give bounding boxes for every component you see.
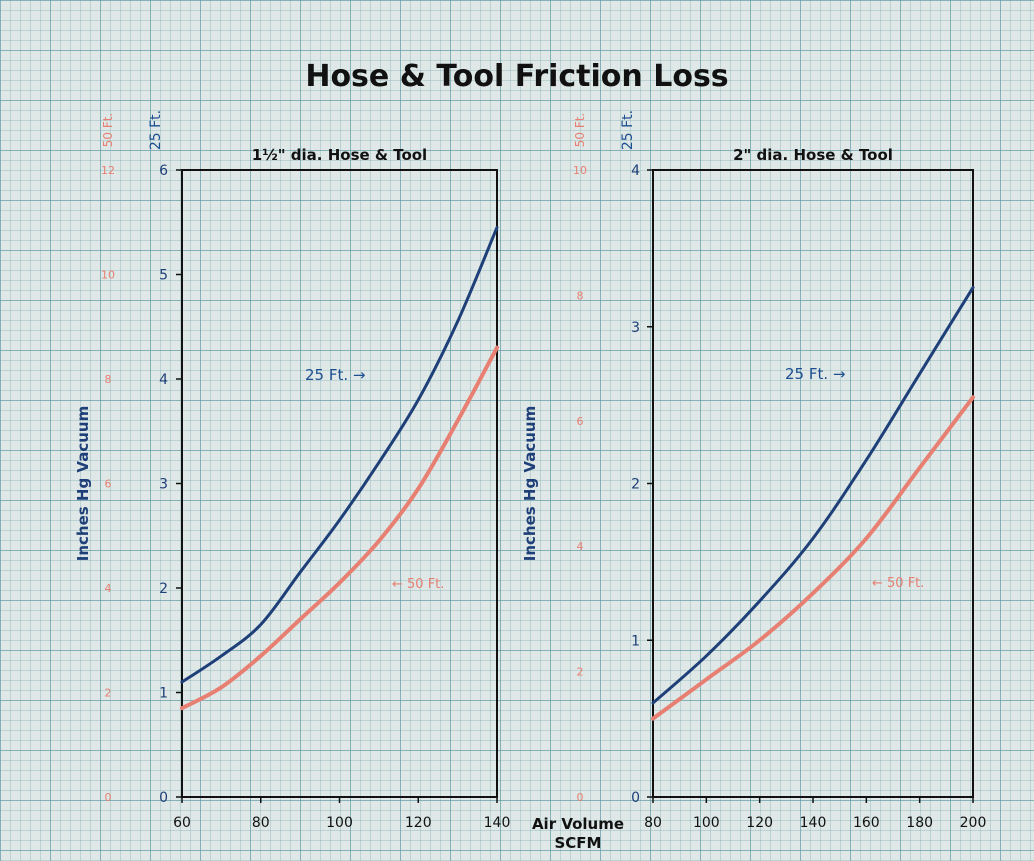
secondary-y-tick-label: 2 (577, 666, 584, 679)
x-tick-label: 60 (173, 815, 191, 831)
plot-frame (652, 169, 974, 798)
y-tick-label: 0 (159, 790, 168, 806)
secondary-y-tick-label: 8 (577, 289, 584, 302)
secondary-y-tick-label: 0 (577, 791, 584, 804)
primary-y-header: 25 Ft. (148, 110, 164, 150)
x-tick-label: 100 (693, 815, 720, 831)
secondary-y-tick-label: 4 (105, 582, 112, 595)
secondary-y-tick-label: 10 (101, 269, 115, 282)
x-tick-label: 80 (252, 815, 270, 831)
y-tick-label: 0 (631, 790, 640, 806)
x-axis-label-line2: SCFM (555, 834, 602, 852)
secondary-y-tick-label: 8 (105, 373, 112, 386)
y-axis-label: Inches Hg Vacuum (74, 406, 92, 561)
x-tick-label: 140 (800, 815, 827, 831)
chart-title: Hose & Tool Friction Loss (305, 59, 728, 94)
series-label-50ft: ← 50 Ft. (872, 576, 924, 591)
panel-title: 2" dia. Hose & Tool (733, 146, 893, 164)
y-tick-label: 4 (159, 372, 168, 388)
secondary-y-tick-label: 6 (105, 478, 112, 491)
chart-panel-2: 2" dia. Hose & Tool 0 1 2 3 4 0 2 4 6 8 10 25 Ft. 50 … (521, 110, 986, 831)
secondary-y-header: 50 Ft. (101, 113, 115, 148)
y-tick-label: 1 (631, 633, 640, 649)
series-label-50ft: ← 50 Ft. (392, 577, 444, 592)
panel-title: 1½" dia. Hose & Tool (252, 146, 427, 164)
x-tick-label: 80 (644, 815, 662, 831)
x-tick-label: 180 (906, 815, 933, 831)
secondary-y-tick-label: 6 (577, 415, 584, 428)
secondary-y-tick-label: 4 (577, 540, 584, 553)
secondary-y-tick-label: 2 (105, 687, 112, 700)
x-tick-label: 120 (746, 815, 773, 831)
y-tick-label: 2 (631, 477, 640, 493)
secondary-y-header: 50 Ft. (573, 113, 587, 148)
x-tick-label: 160 (853, 815, 880, 831)
x-tick-label: 100 (326, 815, 353, 831)
x-tick-label: 120 (405, 815, 432, 831)
y-tick-label: 5 (159, 268, 168, 284)
x-tick-label: 200 (960, 815, 987, 831)
series-line-50ft (180, 345, 499, 711)
series-label-25ft: 25 Ft. → (305, 366, 365, 384)
series-line-50ft (651, 395, 975, 721)
x-tick-label: 140 (484, 815, 511, 831)
series-line-25ft (651, 286, 975, 705)
series-label-25ft: 25 Ft. → (785, 365, 845, 383)
secondary-y-tick-label: 12 (101, 164, 115, 177)
y-tick-label: 4 (631, 163, 640, 179)
y-tick-label: 3 (631, 320, 640, 336)
series-line-25ft (180, 225, 499, 684)
plot-frame (181, 169, 498, 798)
secondary-y-tick-label: 10 (573, 164, 587, 177)
primary-y-header: 25 Ft. (620, 110, 636, 150)
y-tick-label: 2 (159, 581, 168, 597)
y-axis-label: Inches Hg Vacuum (521, 406, 539, 561)
secondary-y-tick-label: 0 (105, 791, 112, 804)
x-axis-label-line1: Air Volume (532, 815, 624, 833)
y-tick-label: 6 (159, 163, 168, 179)
y-tick-label: 1 (159, 686, 168, 702)
y-tick-label: 3 (159, 477, 168, 493)
